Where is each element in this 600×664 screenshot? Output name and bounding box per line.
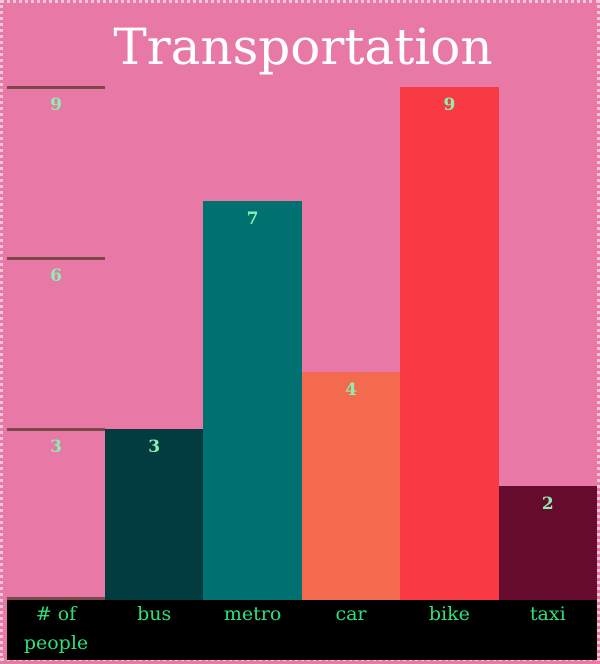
y-tick-label-3: 3	[50, 437, 62, 457]
x-tick-label-bus: bus	[137, 603, 172, 625]
x-tick-label-metro: metro	[223, 603, 282, 625]
bar-bike	[400, 87, 500, 600]
bar-value-label-bus: 3	[148, 437, 161, 457]
chart-title: Transportation	[113, 18, 493, 76]
y-tick-line-3	[7, 428, 105, 431]
y-tick-line-6	[7, 257, 105, 260]
bar-value-label-metro: 7	[246, 209, 259, 229]
y-tick-label-6: 6	[50, 266, 62, 286]
x-axis-band: # of people bus metro car bike taxi	[7, 600, 597, 660]
bar-metro	[203, 201, 303, 600]
bar-value-label-taxi: 2	[541, 494, 554, 514]
bar-car	[301, 372, 401, 600]
plot-area: 3 6 9 3 7 4 9 2	[3, 3, 600, 664]
bar-bus	[105, 429, 204, 600]
x-tick-label-taxi: taxi	[529, 603, 566, 625]
y-tick-line-0	[7, 597, 105, 600]
y-tick-line-9	[7, 86, 105, 89]
y-tick-label-9: 9	[50, 95, 62, 115]
x-tick-label-car: car	[335, 603, 367, 625]
bar-value-label-car: 4	[345, 380, 357, 400]
y-axis-label: # of people	[23, 603, 89, 654]
bar-taxi	[498, 486, 598, 600]
x-tick-label-bike: bike	[428, 603, 470, 625]
bar-value-label-bike: 9	[443, 95, 456, 115]
